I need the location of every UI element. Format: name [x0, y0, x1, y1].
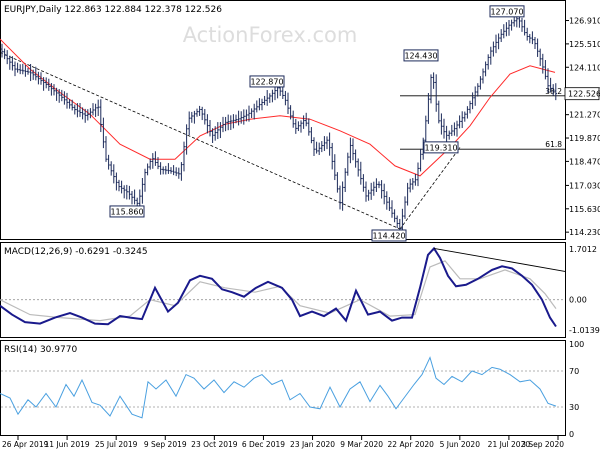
- y-tick-label: 115.630: [569, 205, 600, 214]
- price-annotation-label: 115.860: [110, 207, 143, 216]
- macd-y-tick-label: 1.7012: [569, 245, 597, 254]
- watermark: ActionForex.com: [183, 23, 358, 47]
- x-tick-label: 11 Jun 2019: [45, 440, 90, 449]
- price-annotation-box: [109, 205, 145, 218]
- fib-level-label: 61.8: [545, 140, 562, 149]
- price-annotation-label: 127.070: [490, 7, 523, 16]
- x-tick-label: 21 Jul 2020: [488, 440, 531, 449]
- current-price-box: [564, 87, 600, 101]
- rsi-line: [0, 356, 557, 419]
- x-tick-label: 23 Oct 2019: [191, 440, 238, 449]
- rsi-lines: [0, 356, 565, 419]
- macd-title: MACD(12,26,9) -0.6291 -0.3245: [4, 247, 148, 257]
- y-tick-label: 124.110: [569, 63, 600, 72]
- price-annotation-box: [249, 75, 285, 88]
- macd-trendline: [433, 247, 566, 272]
- y-tick-label: 121.270: [569, 111, 600, 120]
- price-annotation-label: 114.420: [372, 231, 405, 240]
- y-tick-label: 117.030: [569, 181, 600, 190]
- x-tick-label: 25 Jul 2019: [95, 440, 138, 449]
- x-tick-label: 6 Dec 2019: [242, 440, 285, 449]
- x-tick-label: 23 Jan 2020: [290, 440, 335, 449]
- rsi-y-tick-label: 30: [569, 403, 579, 412]
- x-tick-label: 3 Sep 2020: [521, 440, 564, 449]
- price-title: EURJPY,Daily 122.863 122.884 122.378 122…: [4, 5, 222, 15]
- price-y-axis: 126.910125.510124.110122.710121.270119.8…: [564, 17, 600, 237]
- rsi-title: RSI(14) 30.9770: [4, 345, 77, 355]
- x-tick-label: 22 Apr 2020: [388, 440, 435, 449]
- x-tick-label: 9 Sep 2019: [144, 440, 187, 449]
- y-tick-label: 126.910: [569, 17, 600, 26]
- current-price-label: 122.526: [568, 90, 600, 99]
- price-annotations: 115.860 122.870 114.420 124.430 119.310 127.0…: [109, 5, 525, 242]
- price-annotation-box: [423, 141, 459, 154]
- price-annotation-label: 122.870: [250, 77, 283, 86]
- rsi-y-tick-label: 70: [569, 367, 579, 376]
- rising-trendline: [399, 147, 461, 230]
- price-trendlines: [0, 52, 461, 230]
- x-tick-label: 5 Jun 2020: [440, 440, 481, 449]
- macd-lines: [0, 246, 566, 328]
- y-tick-label: 119.870: [569, 134, 600, 143]
- price-annotation-label: 124.430: [404, 51, 437, 60]
- moving-average-line: [0, 38, 556, 177]
- price-annotation-box: [403, 49, 439, 62]
- price-annotation-label: 119.310: [424, 143, 457, 152]
- price-bars: [0, 11, 557, 237]
- price-annotation-box: [371, 229, 407, 242]
- y-tick-label: 114.230: [569, 228, 600, 237]
- falling-trendline: [0, 52, 401, 230]
- macd-line: [0, 246, 557, 328]
- rsi-panel-frame: [0, 340, 566, 436]
- y-tick-label: 125.510: [569, 40, 600, 49]
- macd-y-axis: 1.7012 0.00 -1.0139: [569, 245, 600, 335]
- x-tick-label: 9 Mar 2020: [340, 440, 383, 449]
- macd-y-tick-label: 0.00: [569, 296, 587, 305]
- price-annotation-box: [489, 5, 525, 18]
- price-panel-frame: [0, 0, 566, 240]
- rsi-y-axis: 100 70 30 0: [569, 340, 584, 439]
- ma-line: [0, 38, 556, 177]
- macd-y-tick-label: -1.0139: [569, 326, 600, 335]
- rsi-y-tick-label: 0: [569, 430, 574, 439]
- y-tick-label: 118.470: [569, 157, 600, 166]
- x-tick-label: 26 Apr 2019: [2, 440, 49, 449]
- rsi-y-tick-label: 100: [569, 340, 584, 349]
